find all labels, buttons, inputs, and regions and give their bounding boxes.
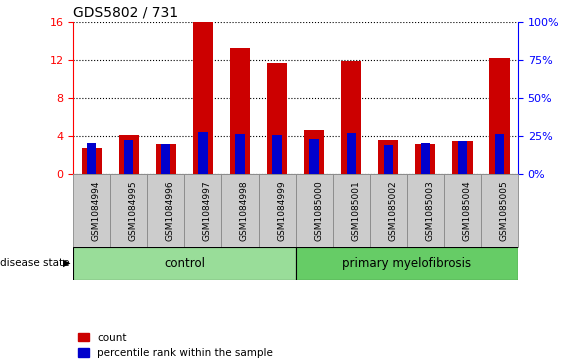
Bar	[193, 22, 213, 174]
Bar	[198, 132, 208, 174]
Bar	[155, 144, 176, 174]
Text: GSM1085000: GSM1085000	[314, 180, 323, 241]
Bar	[124, 140, 133, 174]
Text: GSM1085005: GSM1085005	[499, 180, 508, 241]
Text: GDS5802 / 731: GDS5802 / 731	[73, 5, 178, 19]
Text: ▶: ▶	[63, 258, 70, 268]
Bar	[378, 140, 399, 174]
Bar	[148, 174, 185, 247]
Text: GSM1084995: GSM1084995	[129, 180, 138, 241]
Text: GSM1085003: GSM1085003	[425, 180, 434, 241]
Bar	[272, 135, 282, 174]
Bar	[452, 141, 472, 174]
Bar	[310, 139, 319, 174]
Bar	[230, 48, 250, 174]
Text: GSM1085002: GSM1085002	[388, 180, 397, 241]
Bar	[267, 63, 287, 174]
Bar	[347, 133, 356, 174]
Bar	[235, 134, 244, 174]
Bar	[161, 144, 171, 174]
Bar	[258, 174, 296, 247]
Text: GSM1084996: GSM1084996	[166, 180, 175, 241]
Bar	[221, 174, 258, 247]
Bar	[415, 144, 436, 174]
Bar	[341, 61, 361, 174]
Bar	[296, 247, 518, 280]
Bar	[495, 134, 504, 174]
Bar	[333, 174, 370, 247]
Text: GSM1084998: GSM1084998	[240, 180, 249, 241]
Text: GSM1084994: GSM1084994	[92, 180, 101, 241]
Text: control: control	[164, 257, 205, 270]
Bar	[421, 143, 430, 174]
Legend: count, percentile rank within the sample: count, percentile rank within the sample	[78, 333, 273, 358]
Bar	[73, 174, 110, 247]
Text: primary myelofibrosis: primary myelofibrosis	[342, 257, 471, 270]
Bar	[73, 247, 296, 280]
Bar	[304, 130, 324, 174]
Bar	[110, 174, 148, 247]
Bar	[296, 174, 333, 247]
Bar	[383, 145, 393, 174]
Bar	[444, 174, 481, 247]
Bar	[87, 143, 96, 174]
Bar	[119, 135, 139, 174]
Bar	[185, 174, 221, 247]
Text: disease state: disease state	[0, 258, 69, 268]
Bar	[406, 174, 444, 247]
Bar	[370, 174, 406, 247]
Bar	[481, 174, 518, 247]
Bar	[489, 58, 510, 174]
Text: GSM1084997: GSM1084997	[203, 180, 212, 241]
Bar	[82, 147, 102, 174]
Bar	[458, 141, 467, 174]
Text: GSM1084999: GSM1084999	[277, 180, 286, 241]
Text: GSM1085001: GSM1085001	[351, 180, 360, 241]
Text: GSM1085004: GSM1085004	[462, 180, 471, 241]
